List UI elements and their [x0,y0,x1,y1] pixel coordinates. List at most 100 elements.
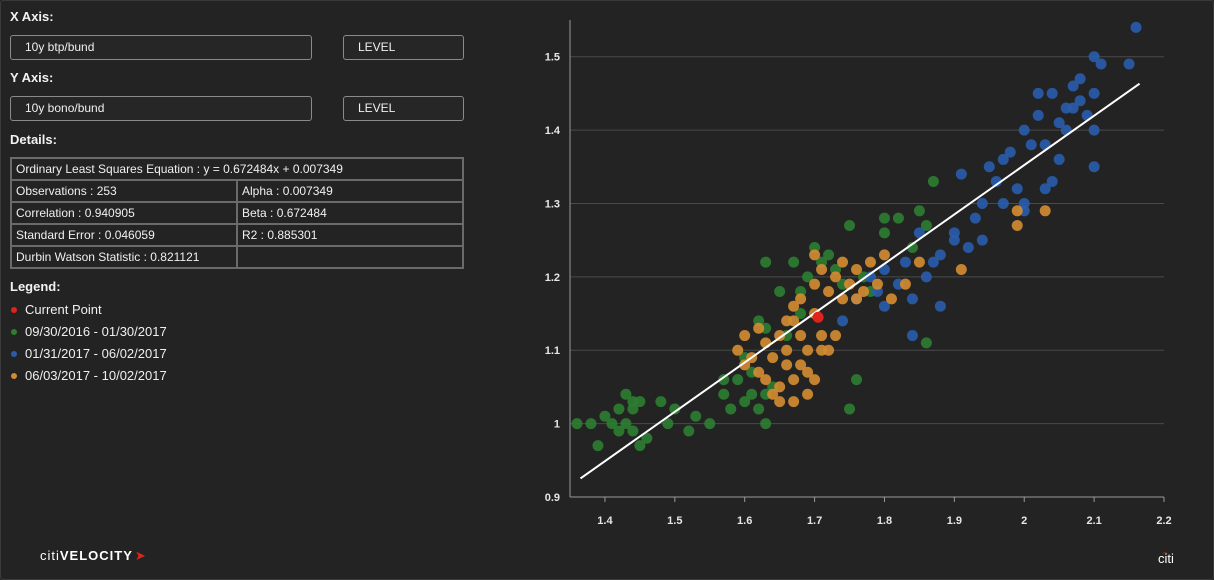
scatter-point [934,300,946,312]
scatter-point [781,315,793,327]
scatter-point [655,396,667,408]
scatter-point [634,396,646,408]
brand-part2: VELOCITY [59,548,133,563]
r2: R2 : 0.885301 [236,223,464,247]
scatter-point [746,388,758,400]
scatter-point [844,403,856,415]
scatter-point [788,396,800,408]
scatter-point [592,440,604,452]
scatter-point [795,308,807,320]
scatter-point [830,271,842,283]
scatter-point [599,410,611,422]
scatter-point [906,330,918,342]
x-tick-label: 1.6 [737,515,752,527]
scatter-point [990,175,1002,187]
x-tick-label: 2.2 [1156,515,1171,527]
scatter-point [795,359,807,371]
scatter-point [927,175,939,187]
scatter-point [669,403,681,415]
citivelocity-logo: citiVELOCITY ➤ [40,548,147,564]
table-row: Ordinary Least Squares Equation : y = 0.… [10,157,464,181]
scatter-point [760,256,772,268]
scatter-point [1074,73,1086,85]
scatter-point [1032,87,1044,99]
scatter-point [1074,95,1086,107]
scatter-point [634,440,646,452]
y-tick-label: 1.4 [545,125,561,137]
scatter-point [683,425,695,437]
legend-item-period-3[interactable]: 06/03/2017 - 10/02/2017 [11,368,167,384]
scatter-point [913,205,925,217]
scatter-point [774,381,786,393]
scatter-point [934,249,946,261]
scatter-point [983,161,995,173]
scatter-point [788,374,800,386]
scatter-point [613,403,625,415]
scatter-point [753,366,765,378]
scatter-point [662,418,674,430]
y-tick-label: 1.1 [545,345,560,357]
scatter-point [1011,219,1023,231]
scatter-point [871,278,883,290]
scatter-point [739,359,751,371]
scatter-point [1053,117,1065,129]
scatter-point [1081,109,1093,121]
scatter-point [1011,183,1023,195]
scatter-point [1011,205,1023,217]
scatter-point [830,330,842,342]
scatter-point [767,352,779,364]
scatter-point [627,425,639,437]
details-table: Ordinary Least Squares Equation : y = 0.… [10,157,464,269]
legend-item-period-1[interactable]: 09/30/2016 - 01/30/2017 [11,324,167,340]
scatter-point [1095,58,1107,70]
x-axis-series-select[interactable]: 10y btp/bund [10,35,312,60]
legend-dot-icon [11,328,17,335]
scatter-point [1018,124,1030,136]
legend-item-period-2[interactable]: 01/31/2017 - 06/02/2017 [11,346,167,362]
scatter-point [1018,197,1030,209]
scatter-point [1088,51,1100,63]
scatter-point [878,249,890,261]
legend-dot-icon [11,306,17,313]
x-tick-label: 2 [1021,515,1027,527]
y-tick-label: 1.2 [545,272,560,284]
scatter-point [851,374,863,386]
scatter-point [809,249,821,261]
scatter-point [788,300,800,312]
scatter-point [1088,161,1100,173]
scatter-point [851,293,863,305]
empty-cell [236,245,464,269]
current-point [812,311,824,323]
legend-item-current-point[interactable]: Current Point [11,302,102,318]
brand-part1: citi [40,548,60,563]
scatter-point [760,374,772,386]
scatter-point [585,418,597,430]
scatter-point [976,197,988,209]
scatter-point [809,374,821,386]
scatter-point [718,388,730,400]
scatter-point [760,418,772,430]
x-tick-label: 1.5 [667,515,682,527]
scatter-point [878,300,890,312]
y-axis-series-select[interactable]: 10y bono/bund [10,96,312,121]
scatter-point [802,271,814,283]
scatter-point [767,388,779,400]
scatter-point [816,330,828,342]
table-row: Observations : 253 Alpha : 0.007349 [10,179,464,203]
scatter-point [906,293,918,305]
legend-label: Legend: [10,279,61,294]
scatter-point [1032,109,1044,121]
scatter-point [899,256,911,268]
y-tick-label: 1.3 [545,198,560,210]
legend-item-label: 01/31/2017 - 06/02/2017 [25,346,167,361]
x-axis-mode-select[interactable]: LEVEL [343,35,464,60]
table-row: Standard Error : 0.046059 R2 : 0.885301 [10,223,464,247]
scatter-point [1067,80,1079,92]
scatter-point [641,432,653,444]
scatter-point [795,293,807,305]
scatter-point [802,388,814,400]
y-axis-mode-select[interactable]: LEVEL [343,96,464,121]
scatter-point [718,374,730,386]
scatter-point [809,278,821,290]
scatter-point [1025,139,1037,151]
